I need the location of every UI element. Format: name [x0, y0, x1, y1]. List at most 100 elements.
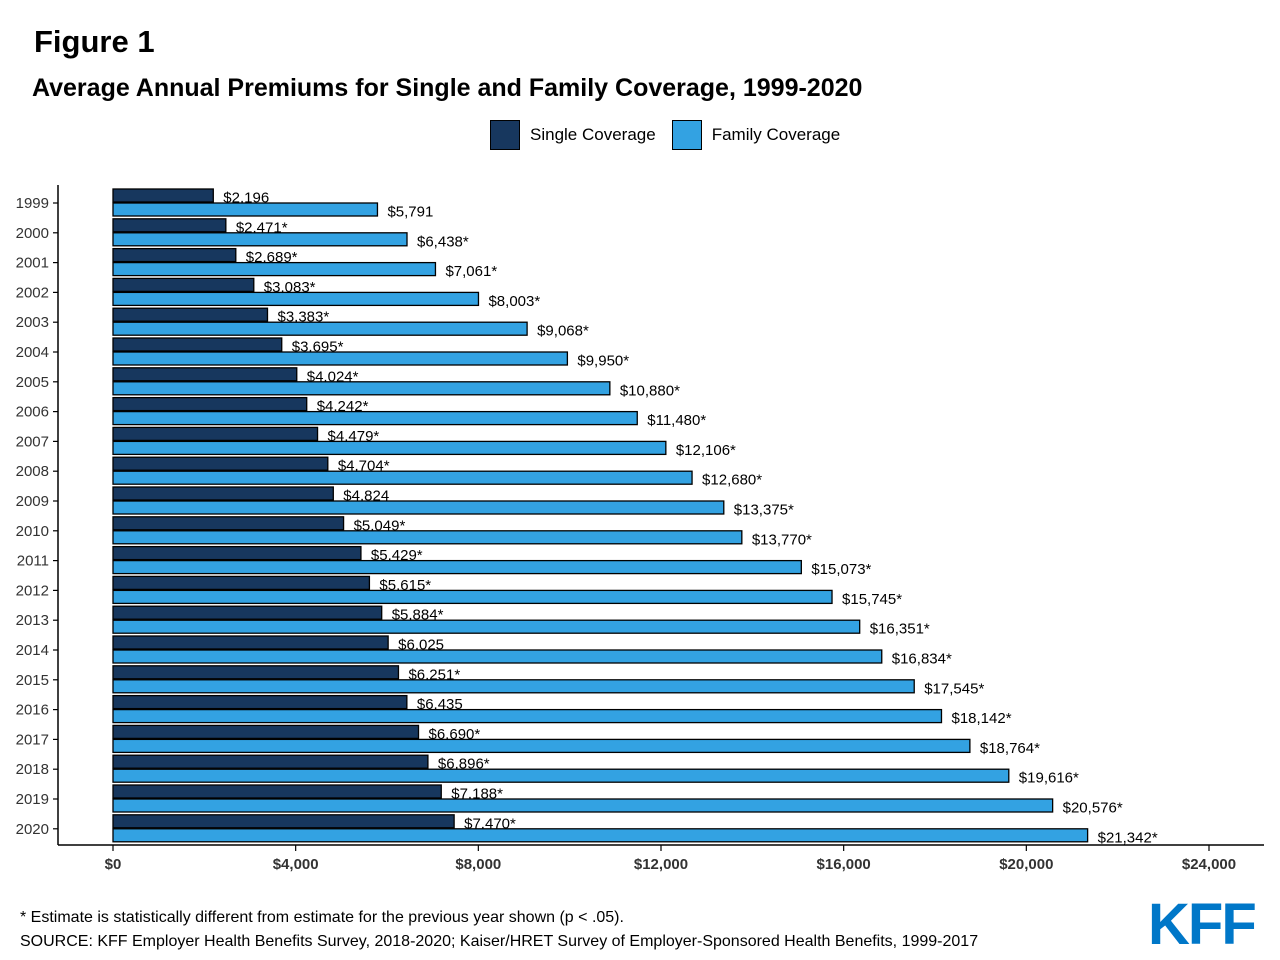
y-tick-label: 2011	[17, 553, 49, 570]
bar-single	[112, 367, 298, 382]
y-tick-label: 2014	[16, 642, 49, 659]
data-label-single: $7,470*	[464, 815, 516, 832]
x-tick-label: $0	[105, 856, 122, 873]
bar-single	[112, 784, 442, 799]
y-tick-label: 2005	[16, 374, 49, 391]
data-label-family: $21,342*	[1098, 829, 1158, 846]
bar-single	[112, 426, 319, 442]
y-tick-label: 1999	[16, 195, 49, 212]
bar-family	[112, 261, 437, 277]
x-tick-label: $4,000	[273, 856, 319, 873]
data-label-single: $5,884*	[392, 607, 444, 624]
data-label-single: $6,025	[398, 637, 444, 654]
data-label-family: $9,950*	[577, 353, 629, 370]
bar-family	[112, 291, 480, 307]
data-label-family: $8,003*	[488, 293, 540, 310]
bar-family	[112, 768, 1010, 783]
data-label-single: $3,083*	[264, 279, 316, 296]
legend-label-family: Family Coverage	[711, 125, 841, 144]
bar-single	[112, 605, 383, 620]
legend-label-single: Single Coverage	[530, 125, 656, 144]
bar-family	[112, 708, 943, 724]
bar-family	[112, 679, 915, 694]
data-label-single: $4,024*	[307, 368, 359, 385]
x-tick-label: $16,000	[817, 856, 871, 873]
source-note: SOURCE: KFF Employer Health Benefits Sur…	[20, 933, 979, 950]
bar-single	[112, 665, 400, 680]
data-label-family: $17,545*	[924, 680, 984, 697]
data-label-single: $6,251*	[408, 666, 460, 683]
bar-family	[112, 828, 1089, 843]
bar-single	[112, 247, 237, 263]
data-label-family: $13,770*	[752, 531, 812, 548]
bar-single	[112, 188, 214, 203]
bar-chart: $0 $4,000 $8,000 $12,000 $16,000 $20,000 $24,0…	[16, 185, 1264, 873]
bar-family	[112, 410, 638, 426]
bar-family	[112, 321, 528, 336]
data-label-single: $4,242*	[317, 398, 369, 415]
data-label-single: $6,896*	[438, 756, 490, 773]
y-tick-label: 2004	[16, 344, 49, 361]
bar-family	[112, 589, 833, 605]
y-tick-label: 2012	[16, 582, 49, 599]
bar-single	[112, 694, 408, 710]
x-tick-label: $24,000	[1182, 856, 1236, 873]
bar-family	[112, 798, 1054, 813]
y-tick-label: 2006	[16, 404, 49, 421]
data-label-single: $2,471*	[236, 219, 288, 236]
data-label-family: $20,576*	[1063, 800, 1123, 817]
bar-family	[112, 619, 861, 634]
bar-single	[112, 486, 334, 501]
bar-single	[112, 754, 429, 769]
data-label-family: $12,106*	[676, 442, 736, 459]
bar-single	[112, 545, 362, 561]
data-label-family: $6,438*	[417, 233, 469, 250]
y-tick-label: 2007	[16, 433, 49, 450]
data-label-family: $15,745*	[842, 591, 902, 608]
bar-single	[112, 814, 455, 829]
data-label-family: $13,375*	[734, 502, 794, 519]
chart-title: Average Annual Premiums for Single and F…	[32, 74, 863, 102]
data-label-single: $7,188*	[451, 786, 503, 803]
data-label-single: $5,615*	[379, 577, 431, 594]
data-label-single: $4,824	[343, 488, 389, 505]
y-tick-label: 2003	[16, 314, 49, 331]
data-label-family: $7,061*	[445, 263, 497, 280]
y-tick-label: 2019	[16, 791, 49, 808]
bar-single	[112, 456, 329, 471]
bar-single	[112, 307, 269, 322]
data-label-single: $5,049*	[354, 517, 406, 534]
data-label-single: $4,479*	[328, 428, 380, 445]
y-tick-label: 2013	[16, 612, 49, 629]
bar-family	[112, 232, 408, 247]
bar-family	[112, 202, 379, 217]
y-tick-label: 2017	[16, 731, 49, 748]
footnote: * Estimate is statistically different fr…	[20, 909, 624, 926]
data-label-single: $6,690*	[429, 726, 481, 743]
data-label-family: $10,880*	[620, 382, 680, 399]
x-tick-label: $12,000	[634, 856, 688, 873]
legend-item-family: Family Coverage	[671, 120, 841, 150]
bar-single	[112, 277, 255, 293]
bar-family	[112, 649, 883, 664]
data-label-family: $9,068*	[537, 323, 589, 340]
legend: Single Coverage Family Coverage	[490, 120, 856, 150]
data-label-single: $4,704*	[338, 458, 390, 475]
data-label-family: $19,616*	[1019, 770, 1079, 787]
data-label-family: $11,480*	[647, 412, 706, 429]
data-label-family: $16,834*	[892, 651, 952, 668]
bar-family	[112, 530, 743, 545]
y-tick-label: 2002	[16, 284, 49, 301]
legend-swatch-family	[671, 120, 702, 150]
bar-single	[112, 575, 371, 591]
data-label-single: $2,689*	[246, 249, 298, 266]
bar-family	[112, 500, 725, 515]
data-label-single: $3,695*	[292, 339, 344, 356]
data-label-family: $16,351*	[870, 621, 930, 638]
legend-item-single: Single Coverage	[490, 120, 656, 150]
x-tick-label: $20,000	[999, 856, 1053, 873]
data-label-family: $5,791	[387, 204, 433, 221]
figure-label: Figure 1	[34, 24, 155, 59]
y-tick-label: 2015	[16, 672, 49, 689]
bar-single	[112, 337, 283, 352]
